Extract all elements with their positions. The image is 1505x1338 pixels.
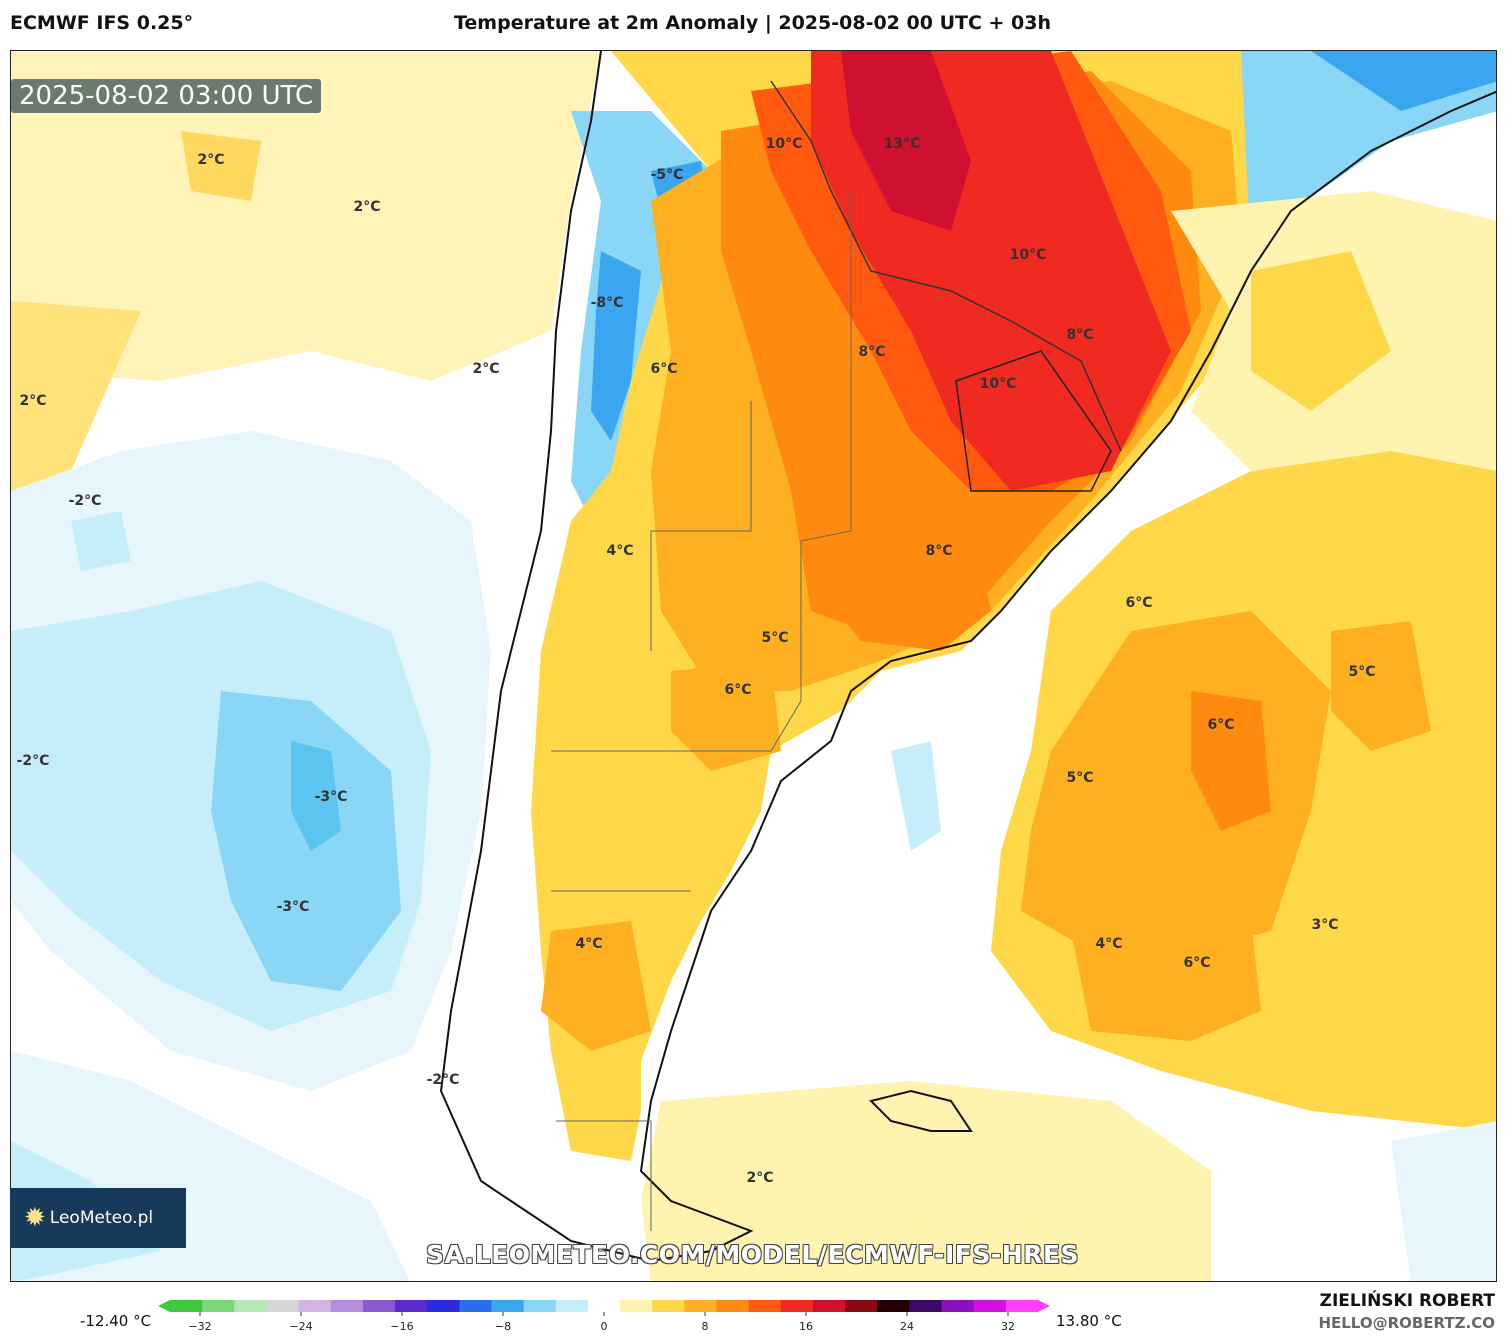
colorbar-tick-label: 16 (799, 1320, 813, 1333)
colorbar-swatch (909, 1300, 943, 1312)
colorbar-swatch (491, 1300, 525, 1312)
isotherm-label: 4°C (575, 936, 603, 952)
isotherm-label: -8°C (590, 295, 624, 311)
colorbar-tick-label: 8 (702, 1320, 709, 1333)
colorbar-swatch (459, 1300, 492, 1312)
colorbar-swatch (780, 1300, 814, 1312)
isotherm-label: 2°C (353, 199, 381, 215)
isotherm-label: 5°C (1348, 664, 1376, 680)
colorbar-swatch (330, 1300, 364, 1312)
isotherm-label: 8°C (858, 344, 886, 360)
colorbar: −32 −24 −16 −8 0 8 16 24 32 (158, 1300, 1050, 1333)
colorbar-swatch (1005, 1300, 1039, 1312)
author-email[interactable]: HELLO@ROBERTZ.CO (1318, 1314, 1495, 1332)
colorbar-arrow-right (1038, 1300, 1050, 1312)
isotherm-label: 8°C (925, 543, 953, 559)
colorbar-swatch (587, 1300, 621, 1312)
isotherm-label: 6°C (724, 682, 752, 698)
colorbar-swatch (202, 1300, 235, 1312)
isotherm-label: -3°C (314, 789, 348, 805)
colorbar-swatch (941, 1300, 975, 1312)
colorbar-swatch (427, 1300, 460, 1312)
isotherm-label: 5°C (1066, 770, 1094, 786)
colorbar-swatch (973, 1300, 1007, 1312)
colorbar-swatch (716, 1300, 750, 1312)
colorbar-tick-label: −32 (188, 1320, 211, 1333)
isotherm-label: -2°C (68, 493, 102, 509)
sun-icon: ✹ (24, 1203, 46, 1233)
valid-time-badge: 2025-08-02 03:00 UTC (11, 79, 322, 113)
colorbar-tick-label: 0 (601, 1320, 608, 1333)
colorbar-tick-label: −24 (289, 1320, 312, 1333)
map-title: Temperature at 2m Anomaly | 2025-08-02 0… (453, 12, 1052, 34)
isotherm-label: 4°C (1095, 936, 1123, 952)
isotherm-label: -5°C (650, 167, 684, 183)
colorbar-swatch (748, 1300, 782, 1312)
colorbar-tick-label: −8 (495, 1320, 511, 1333)
isotherm-label: 5°C (761, 630, 789, 646)
colorbar-swatch (620, 1300, 653, 1312)
isotherm-label: 4°C (606, 543, 634, 559)
isotherm-label: 10°C (1009, 247, 1047, 263)
author-name: ZIELIŃSKI ROBERT (1319, 1291, 1495, 1311)
isotherm-label: -2°C (426, 1072, 460, 1088)
logo-text: LeoMeteo.pl (49, 1208, 154, 1228)
colorbar-min-label: -12.40 °C (80, 1312, 152, 1330)
colorbar-max-label: 13.80 °C (1056, 1312, 1122, 1330)
isotherm-label: -3°C (276, 899, 310, 915)
isotherm-label: 3°C (1311, 917, 1339, 933)
colorbar-swatch (555, 1300, 589, 1312)
colorbar-tick-label: 24 (900, 1320, 914, 1333)
leometeo-logo[interactable]: ✹ LeoMeteo.pl (10, 1188, 186, 1248)
anomaly-field (11, 51, 1496, 1281)
isotherm-label: 2°C (19, 393, 47, 409)
isotherm-label: -2°C (16, 753, 50, 769)
colorbar-arrow-left (158, 1300, 170, 1312)
colorbar-swatch (362, 1300, 396, 1312)
colorbar-swatch (523, 1300, 557, 1312)
model-name: ECMWF IFS 0.25° (10, 12, 194, 34)
map-panel: 2°C 2°C 2°C 2°C -2°C -2°C -3°C -3°C -2°C… (10, 50, 1497, 1282)
watermark-url: SA.LEOMETEO.COM/MODEL/ECMWF-IFS-HRES (425, 1240, 1080, 1269)
colorbar-swatch (877, 1300, 910, 1312)
colorbar-tick-label: 32 (1001, 1320, 1015, 1333)
isotherm-label: 8°C (1066, 327, 1094, 343)
colorbar-swatch (170, 1300, 203, 1312)
isotherm-label: 6°C (1207, 717, 1235, 733)
isotherm-label: 2°C (472, 361, 500, 377)
colorbar-swatch (298, 1300, 332, 1312)
colorbar-swatch (266, 1300, 300, 1312)
colorbar-swatch (812, 1300, 846, 1312)
colorbar-swatch (395, 1300, 428, 1312)
isotherm-label: 2°C (746, 1170, 774, 1186)
colorbar-swatch (652, 1300, 685, 1312)
isotherm-label: 13°C (883, 136, 921, 152)
isotherm-label: 10°C (979, 376, 1017, 392)
colorbar-swatch (234, 1300, 267, 1312)
isotherm-label: 6°C (1125, 595, 1153, 611)
colorbar-tick-label: −16 (390, 1320, 413, 1333)
colorbar-swatch (845, 1300, 878, 1312)
isotherm-label: 6°C (650, 361, 678, 377)
colorbar-swatch (684, 1300, 718, 1312)
isotherm-label: 10°C (765, 136, 803, 152)
isotherm-label: 6°C (1183, 955, 1211, 971)
isotherm-label: 2°C (197, 152, 225, 168)
